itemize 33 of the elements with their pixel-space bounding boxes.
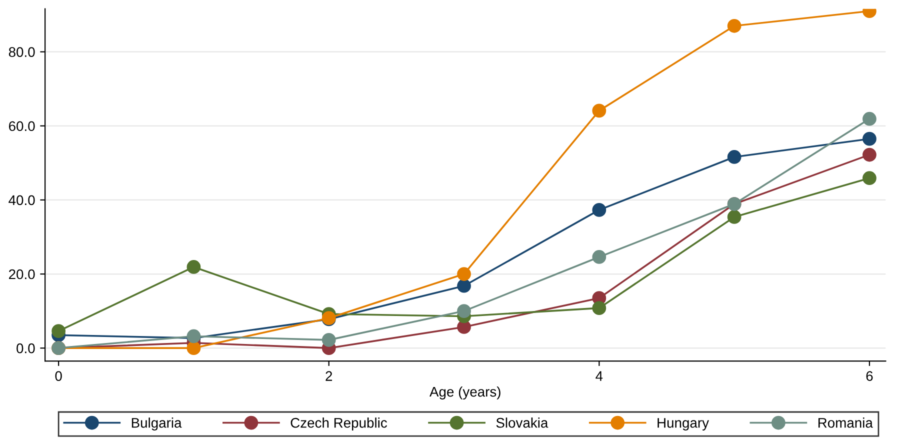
point (52, 324, 66, 338)
x-tick-label: 2 (326, 371, 332, 381)
point (862, 148, 876, 162)
y-tick-label: 20.0 (8, 269, 35, 280)
y-tick-label: 40.0 (8, 195, 35, 206)
y-tick-label: 60.0 (9, 121, 35, 132)
point (322, 332, 336, 347)
point (457, 278, 471, 293)
point (457, 304, 471, 318)
legend-label: Romania (818, 418, 873, 428)
point (186, 260, 201, 274)
point (592, 203, 606, 217)
x-tick-label: 4 (596, 371, 603, 381)
point (592, 104, 606, 118)
y-tick-label: 0.0 (16, 343, 35, 354)
point (862, 132, 876, 146)
legend-label: Slovakia (496, 418, 548, 428)
point (592, 250, 606, 264)
x-tick-label: 0 (55, 371, 62, 381)
legend-label: Czech Republic (290, 418, 387, 430)
point (862, 171, 876, 186)
point (727, 150, 742, 164)
x-tick-label: 6 (866, 371, 873, 381)
x-axis-title: Age (years) (430, 386, 500, 400)
legend-label: Bulgaria (132, 418, 182, 430)
legend-label: Hungary (658, 418, 709, 430)
point (727, 210, 742, 224)
point (457, 267, 471, 281)
point (727, 18, 742, 33)
point (862, 112, 876, 126)
point (186, 341, 201, 356)
point (592, 301, 606, 316)
y-tick-label: 80.0 (8, 47, 35, 57)
